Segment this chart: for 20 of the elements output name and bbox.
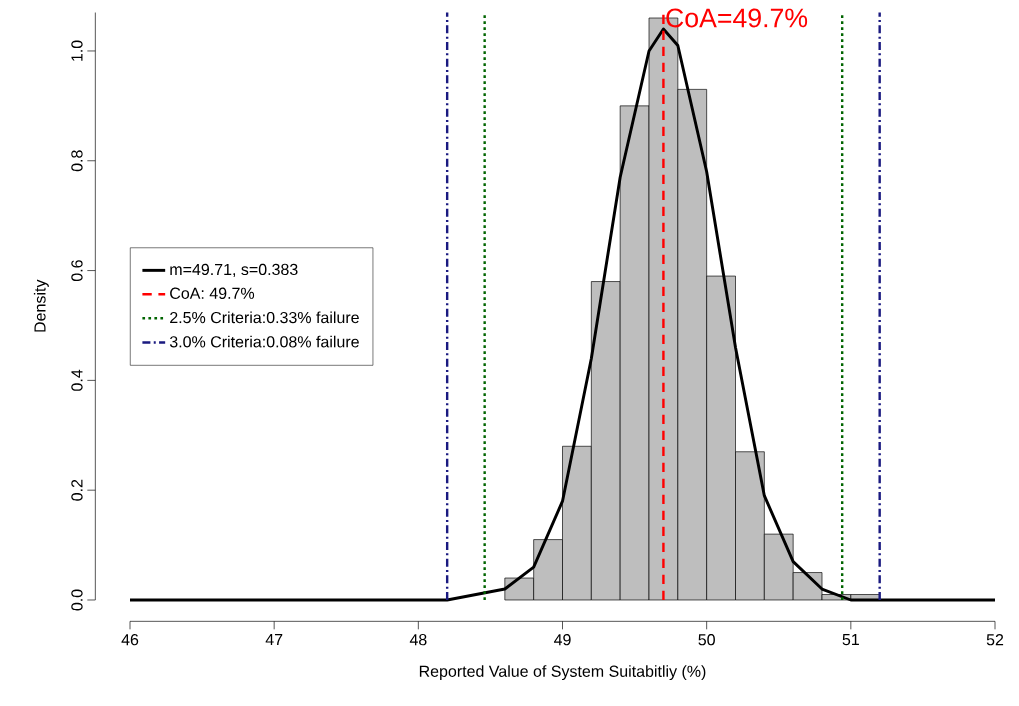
x-tick-label: 51: [842, 634, 859, 646]
y-tick-label: 0.0: [71, 589, 83, 611]
legend-label: 3.0% Criteria:0.08% failure: [169, 335, 359, 348]
x-axis-title: Reported Value of System Suitabitliy (%): [419, 665, 706, 681]
legend-label: 2.5% Criteria:0.33% failure: [170, 311, 359, 324]
x-tick-label: 52: [986, 634, 1004, 646]
y-tick-label: 0.2: [71, 479, 83, 501]
x-tick-label: 47: [265, 634, 283, 646]
y-tick-label: 0.8: [71, 150, 83, 172]
legend-label: m=49.71, s=0.383: [170, 263, 298, 277]
x-tick-label: 50: [698, 634, 715, 646]
annotation: CoA=49.7%: [666, 8, 808, 28]
x-tick-label: 49: [553, 634, 571, 646]
legend-label: CoA: 49.7%: [170, 287, 255, 299]
x-tick-label: 46: [121, 634, 139, 646]
y-tick-label: 1.0: [71, 40, 83, 61]
y-tick-label: 0.6: [71, 260, 83, 282]
y-axis-title: Density: [33, 279, 49, 332]
x-tick-label: 48: [409, 634, 427, 646]
y-tick-label: 0.4: [71, 369, 83, 391]
